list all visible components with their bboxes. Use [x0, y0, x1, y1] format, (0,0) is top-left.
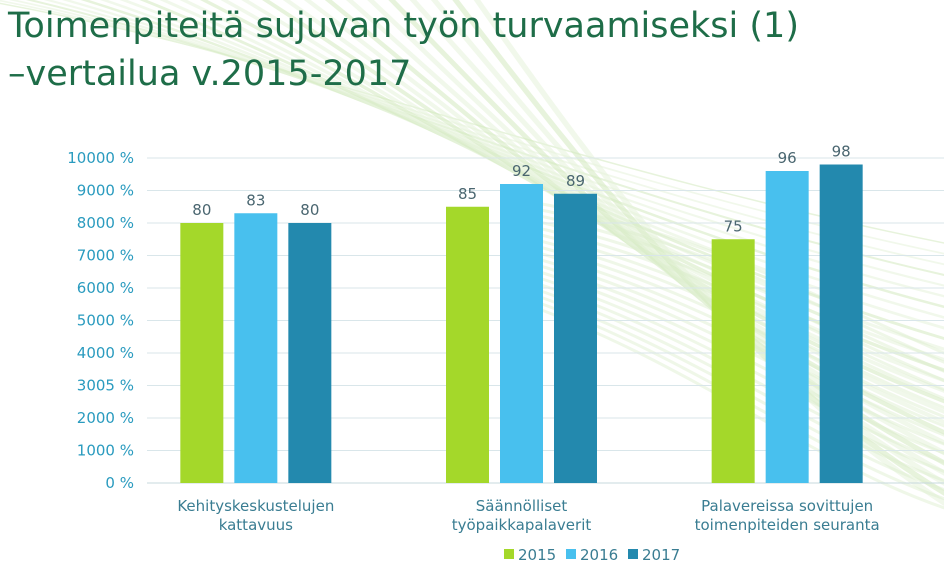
slide-title: Toimenpiteitä sujuvan työn turvaamiseksi… [8, 2, 799, 98]
y-tick-label: 7000 % [77, 247, 134, 265]
y-axis-tick-labels: 0 % 1000 % 2000 % 3005 % 4000 % 5000 % 6000 % 7… [67, 149, 134, 492]
data-label: 96 [778, 149, 797, 167]
category-label: Palavereissa sovittujen [701, 497, 873, 515]
title-line-1: Toimenpiteitä sujuvan työn turvaamiseksi… [8, 6, 799, 46]
y-tick-label: 6000 % [77, 279, 134, 297]
data-label: 80 [300, 201, 319, 219]
y-tick-label: 9000 % [77, 182, 134, 200]
y-tick-label: 8000 % [77, 214, 134, 232]
category-label: työpaikkapalaverit [452, 516, 592, 534]
legend-swatch [566, 549, 576, 559]
legend-swatch [504, 549, 514, 559]
category-label: Kehityskeskustelujen [177, 497, 334, 515]
data-label: 89 [566, 172, 585, 190]
y-tick-label: 2000 % [77, 409, 134, 427]
title-line-2: –vertailua v.2015-2017 [8, 54, 412, 94]
legend-label: 2015 [518, 546, 556, 564]
y-tick-label: 10000 % [67, 149, 134, 167]
gridlines [147, 157, 944, 484]
y-tick-label: 3005 % [77, 377, 134, 395]
bar-2017-cat-2 [554, 193, 597, 483]
data-label: 83 [246, 191, 265, 209]
bar-2016-cat-3 [765, 171, 809, 483]
bar-2017-cat-1 [288, 223, 332, 483]
category-label: kattavuus [219, 516, 293, 534]
data-label: 98 [832, 143, 851, 161]
legend-label: 2017 [642, 546, 680, 564]
bars [180, 164, 863, 483]
y-tick-label: 0 % [105, 474, 134, 492]
y-tick-label: 5000 % [77, 312, 134, 330]
data-label: 75 [724, 217, 743, 235]
bar-2016-cat-2 [500, 184, 543, 483]
y-tick-label: 4000 % [77, 344, 134, 362]
data-label: 85 [458, 185, 477, 203]
bar-2015-cat-2 [446, 206, 489, 483]
category-label: Säännölliset [476, 497, 568, 515]
data-labels: 80 83 80 85 92 89 75 96 98 [192, 143, 850, 236]
legend: 2015 2016 2017 [504, 546, 680, 564]
bar-2017-cat-3 [819, 164, 863, 483]
data-label: 92 [512, 162, 531, 180]
legend-label: 2016 [580, 546, 618, 564]
legend-swatch [628, 549, 638, 559]
category-label: toimenpiteiden seuranta [695, 516, 880, 534]
bar-2016-cat-1 [234, 213, 278, 483]
bar-2015-cat-1 [180, 223, 224, 483]
y-tick-label: 1000 % [77, 442, 134, 460]
bar-2015-cat-3 [711, 239, 755, 483]
data-label: 80 [192, 201, 211, 219]
